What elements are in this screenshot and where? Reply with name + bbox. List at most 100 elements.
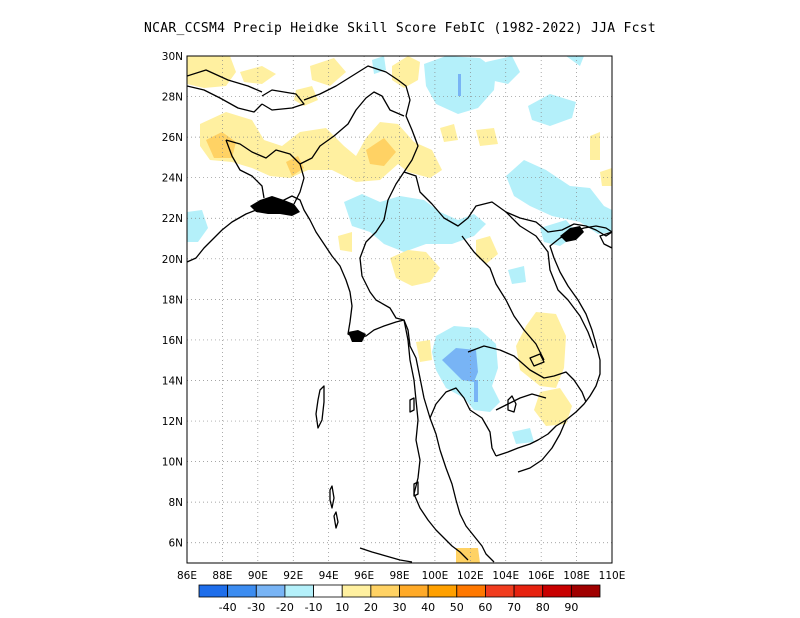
colorbar-swatch: [513, 584, 544, 598]
lat-tick-label: 6N: [168, 538, 183, 550]
colorbar-swatch: [485, 584, 515, 598]
skill-patch-negative: [187, 210, 208, 242]
skill-patch-negative-strong: [458, 74, 461, 96]
skill-patch-positive-strong: [206, 132, 236, 158]
lat-tick-label: 12N: [162, 416, 183, 428]
skill-patch-positive: [338, 232, 352, 252]
island-nicobar-south: [333, 511, 339, 529]
lake-tonle-sap: [529, 353, 545, 367]
coast-myanmar-tenasserim: [403, 319, 469, 561]
lat-tick-label: 8N: [168, 497, 183, 509]
latitude-labels: 6N 8N 10N 12N 14N 16N 18N 20N 22N 24N 26N 28N 30N: [162, 51, 183, 550]
longitude-labels: 86E 88E 90E 92E 94E 96E 98E 100E 102E 104E 106E 108…: [177, 570, 625, 582]
lat-tick-label: 26N: [162, 132, 183, 144]
lat-tick-label: 10N: [162, 457, 183, 469]
skill-patch-negative: [512, 428, 534, 444]
dense-coastline-marks: [250, 196, 584, 342]
coast-vietnam-south: [517, 419, 567, 473]
skill-patch-negative: [528, 94, 576, 126]
colorbar: [198, 584, 601, 598]
skill-patch-positive-strong: [366, 138, 396, 166]
coast-bangladesh-delta: [275, 195, 405, 339]
lon-tick-label: 106E: [528, 570, 555, 582]
colorbar-swatch: [255, 584, 286, 598]
colorbar-label: 90: [564, 601, 578, 614]
colorbar-swatch: [198, 584, 229, 598]
coast-vietnam-central: [549, 225, 612, 345]
border-laos-vietnam: [505, 211, 595, 349]
skill-patch-positive: [416, 340, 432, 362]
coast-thailand-upper-gulf: [429, 387, 497, 457]
colorbar-swatch: [427, 584, 458, 598]
skill-patch-positive: [294, 86, 318, 106]
border-nepal-china: [187, 69, 263, 93]
border-cambodia-south: [495, 393, 547, 411]
colorbar-swatch: [399, 584, 429, 598]
skill-patch-negative: [508, 266, 526, 284]
colorbar-label: 70: [507, 601, 521, 614]
colorbar-label: 10: [335, 601, 349, 614]
coastlines-and-borders: [187, 65, 612, 563]
colorbar-label: 60: [478, 601, 492, 614]
colorbar-swatch: [227, 584, 257, 598]
irrawaddy-delta: [348, 330, 366, 342]
lat-tick-label: 28N: [162, 92, 183, 104]
border-cambodia: [467, 345, 587, 403]
island-nicobar: [329, 485, 335, 509]
coast-malay-peninsula: [359, 547, 413, 563]
colorbar-label: -10: [305, 601, 323, 614]
colorbar-label: 30: [393, 601, 407, 614]
border-bangladesh: [225, 139, 305, 205]
skill-patch-positive: [310, 58, 346, 86]
coast-gulf-of-thailand: [439, 449, 495, 563]
colorbar-label: -40: [219, 601, 237, 614]
skill-patch-positive: [590, 132, 600, 160]
border-nepal-india: [187, 85, 263, 113]
lat-tick-label: 30N: [162, 51, 183, 63]
colorbar-swatch: [370, 584, 400, 598]
colorbar-swatch: [570, 584, 601, 598]
lat-tick-label: 18N: [162, 294, 183, 306]
border-india-china-east: [303, 65, 419, 173]
lon-tick-label: 104E: [492, 570, 519, 582]
lon-tick-label: 96E: [354, 570, 374, 582]
lon-tick-label: 98E: [390, 570, 410, 582]
colorbar-label: -20: [276, 601, 294, 614]
skill-patch-negative-strong: [474, 380, 478, 402]
lon-tick-label: 92E: [283, 570, 303, 582]
lon-tick-label: 110E: [599, 570, 626, 582]
border-bhutan: [261, 89, 305, 111]
colorbar-labels: -40 -30 -20 -10 10 20 30 40 50 60 70 80 90: [219, 601, 579, 614]
skill-patch-negative-strong: [442, 348, 478, 382]
lat-tick-label: 14N: [162, 375, 183, 387]
border-india-myanmar: [299, 91, 405, 165]
skill-patch-positive: [240, 66, 276, 84]
skill-patch-positive-strong: [456, 548, 480, 563]
lon-tick-label: 88E: [212, 570, 232, 582]
border-myanmar-laos-thailand: [359, 171, 441, 451]
colorbar-swatch: [456, 584, 486, 598]
lon-tick-label: 90E: [248, 570, 268, 582]
skill-patch-positive-strong: [286, 156, 304, 176]
border-bangladesh-west: [225, 139, 265, 199]
lon-tick-label: 108E: [563, 570, 590, 582]
skill-patch-positive: [440, 124, 458, 142]
sundarbans-delta: [250, 196, 300, 216]
island-mergui: [409, 397, 415, 413]
colorbar-swatch: [313, 584, 343, 598]
colorbar-label: 20: [364, 601, 378, 614]
colorbar-swatch: [542, 584, 572, 598]
colorbar-label: 50: [450, 601, 464, 614]
island-langkawi: [413, 481, 419, 497]
colorbar-label: 40: [421, 601, 435, 614]
skill-patch-negative: [344, 194, 486, 252]
lon-tick-label: 100E: [422, 570, 449, 582]
colorbar-label: -30: [247, 601, 265, 614]
island-phu-quoc: [507, 395, 517, 413]
skill-patch-negative: [506, 160, 612, 234]
plot-frame: [186, 55, 613, 564]
skill-patch-negative: [372, 56, 386, 74]
map-title: NCAR_CCSM4 Precip Heidke Skill Score Feb…: [144, 21, 656, 36]
colorbar-label: 80: [536, 601, 550, 614]
skill-patch-negative: [566, 56, 584, 66]
